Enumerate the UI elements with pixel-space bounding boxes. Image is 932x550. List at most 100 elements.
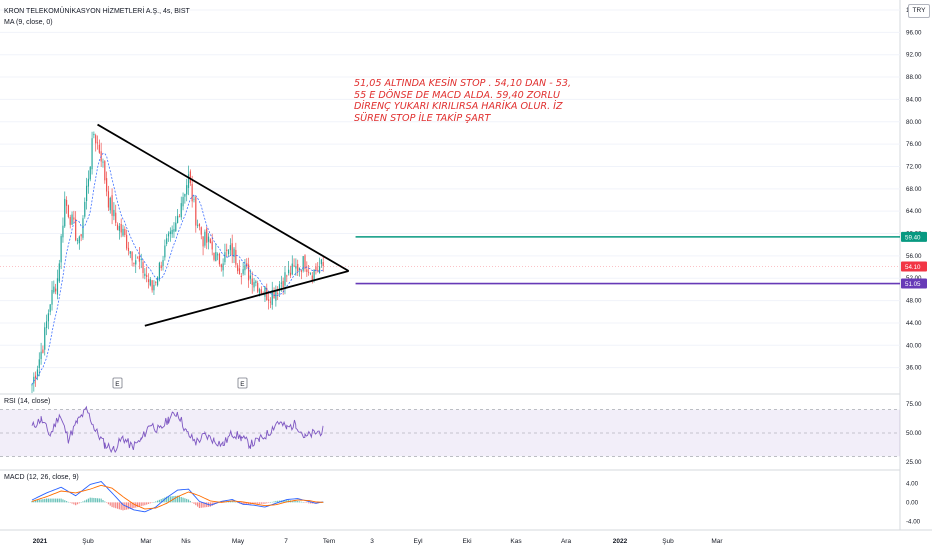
candle-body[interactable] <box>197 224 199 226</box>
candle-body[interactable] <box>297 263 299 272</box>
candle-body[interactable] <box>120 223 122 233</box>
candle-body[interactable] <box>166 238 168 244</box>
candle-body[interactable] <box>122 228 124 236</box>
candle-body[interactable] <box>38 359 40 369</box>
candle-body[interactable] <box>304 255 306 269</box>
annotation-text[interactable]: 51,05 ALTINDA KESİN STOP . 54,10 DAN - 5… <box>354 78 584 124</box>
candle-body[interactable] <box>315 266 317 271</box>
earnings-marker[interactable] <box>237 377 248 389</box>
candle-body[interactable] <box>155 281 157 283</box>
candle-body[interactable] <box>149 279 151 286</box>
candle-body[interactable] <box>247 264 250 281</box>
candle-body[interactable] <box>238 268 241 275</box>
candle-body[interactable] <box>160 265 162 269</box>
candle-body[interactable] <box>180 203 182 218</box>
candle-body[interactable] <box>235 249 237 265</box>
candle-body[interactable] <box>244 265 246 271</box>
candle-body[interactable] <box>300 270 302 272</box>
candle-body[interactable] <box>200 227 202 235</box>
candle-body[interactable] <box>271 289 273 305</box>
candle-body[interactable] <box>42 349 44 353</box>
candle-body[interactable] <box>45 321 48 329</box>
candle-body[interactable] <box>98 144 100 153</box>
candle-body[interactable] <box>162 259 164 266</box>
candle-body[interactable] <box>278 284 281 292</box>
candle-body[interactable] <box>286 275 288 277</box>
candle-body[interactable] <box>118 226 120 231</box>
candle-body[interactable] <box>246 263 248 267</box>
candle-body[interactable] <box>284 272 286 286</box>
candle-body[interactable] <box>131 251 133 261</box>
candle-body[interactable] <box>277 293 279 294</box>
candle-body[interactable] <box>193 198 195 200</box>
candle-body[interactable] <box>306 269 308 272</box>
candle-body[interactable] <box>213 252 215 260</box>
candle-body[interactable] <box>36 369 39 376</box>
candle-body[interactable] <box>96 142 99 144</box>
candle-body[interactable] <box>67 205 69 217</box>
candle-body[interactable] <box>309 273 312 275</box>
candle-body[interactable] <box>86 185 88 202</box>
candle-body[interactable] <box>147 279 150 283</box>
candle-body[interactable] <box>195 196 197 226</box>
candle-body[interactable] <box>182 196 184 207</box>
candle-body[interactable] <box>269 301 272 303</box>
candle-body[interactable] <box>255 281 257 283</box>
candle-body[interactable] <box>275 291 277 301</box>
candle-body[interactable] <box>153 284 155 291</box>
candle-body[interactable] <box>189 171 191 184</box>
candle-body[interactable] <box>282 281 284 288</box>
candle-body[interactable] <box>175 222 177 232</box>
candle-body[interactable] <box>173 229 175 232</box>
triangle-lower-line[interactable] <box>144 270 349 327</box>
candle-body[interactable] <box>206 228 208 243</box>
triangle-upper-line[interactable] <box>97 123 350 272</box>
candle-body[interactable] <box>109 197 111 211</box>
candle-body[interactable] <box>186 185 188 195</box>
candle-body[interactable] <box>55 288 57 292</box>
candle-body[interactable] <box>289 272 292 276</box>
candle-body[interactable] <box>113 209 115 217</box>
candle-body[interactable] <box>257 282 259 292</box>
candle-body[interactable] <box>136 257 139 259</box>
macd-indicator-label[interactable]: MACD (12, 26, close, 9) <box>4 474 79 481</box>
candle-body[interactable] <box>229 245 231 251</box>
candle-body[interactable] <box>80 234 82 237</box>
candle-body[interactable] <box>191 183 193 202</box>
candle-body[interactable] <box>178 216 181 218</box>
candle-body[interactable] <box>35 375 37 379</box>
candle-body[interactable] <box>111 195 113 216</box>
candle-body[interactable] <box>87 178 90 187</box>
candle-body[interactable] <box>133 263 135 264</box>
candle-body[interactable] <box>167 233 170 237</box>
candle-body[interactable] <box>268 299 270 301</box>
candle-body[interactable] <box>89 166 91 180</box>
candle-body[interactable] <box>320 259 322 265</box>
candle-body[interactable] <box>106 178 108 192</box>
candle-body[interactable] <box>107 191 110 208</box>
candle-body[interactable] <box>220 264 222 268</box>
candle-body[interactable] <box>318 266 321 274</box>
candle-body[interactable] <box>146 275 148 277</box>
candle-body[interactable] <box>144 273 146 276</box>
candle-body[interactable] <box>227 250 230 255</box>
candle-body[interactable] <box>266 288 268 301</box>
candle-body[interactable] <box>93 133 95 136</box>
candle-body[interactable] <box>184 193 186 197</box>
candle-body[interactable] <box>95 135 97 144</box>
rsi-indicator-label[interactable]: RSI (14, close) <box>4 398 51 405</box>
candle-body[interactable] <box>47 313 49 322</box>
candle-body[interactable] <box>302 256 304 271</box>
candle-body[interactable] <box>124 229 126 235</box>
candle-body[interactable] <box>231 243 233 256</box>
candle-body[interactable] <box>308 271 310 273</box>
candle-body[interactable] <box>84 201 86 217</box>
candle-body[interactable] <box>33 376 35 384</box>
candle-body[interactable] <box>322 262 324 266</box>
candle-body[interactable] <box>156 277 159 286</box>
candle-body[interactable] <box>102 161 104 163</box>
candle-body[interactable] <box>44 327 46 350</box>
candle-body[interactable] <box>62 225 64 238</box>
candle-body[interactable] <box>60 236 62 263</box>
candle-body[interactable] <box>64 198 66 227</box>
